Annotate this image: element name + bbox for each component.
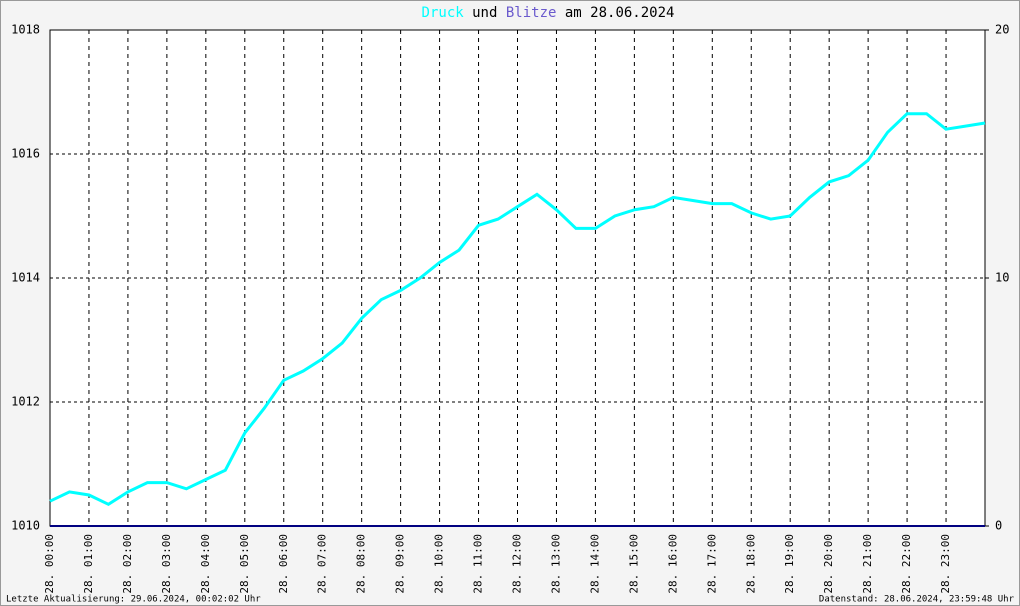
- x-tick-label: 28. 19:00: [783, 534, 796, 594]
- chart-title: Druck und Blitze am 28.06.2024: [422, 5, 675, 21]
- x-tick-label: 28. 08:00: [355, 534, 368, 594]
- x-tick-label: 28. 03:00: [160, 534, 173, 594]
- x-tick-label: 28. 10:00: [433, 534, 446, 594]
- x-tick-label: 28. 18:00: [744, 534, 757, 594]
- x-tick-label: 28. 01:00: [82, 534, 95, 594]
- title-blitze: Blitze: [506, 5, 557, 21]
- y2-tick-label: 20: [995, 23, 1009, 37]
- y-tick-label: 1012: [11, 395, 40, 409]
- x-tick-label: 28. 16:00: [666, 534, 679, 594]
- x-tick-label: 28. 15:00: [627, 534, 640, 594]
- footer-left: Letzte Aktualisierung: 29.06.2024, 00:02…: [6, 595, 261, 605]
- x-tick-label: 28. 22:00: [900, 534, 913, 594]
- x-tick-label: 28. 05:00: [238, 534, 251, 594]
- x-tick-label: 28. 23:00: [939, 534, 952, 594]
- y2-tick-label: 0: [995, 519, 1002, 533]
- x-tick-label: 28. 13:00: [549, 534, 562, 594]
- x-tick-label: 28. 14:00: [588, 534, 601, 594]
- title-druck: Druck: [422, 5, 465, 21]
- series-line: [49, 112, 986, 507]
- x-tick-label: 28. 02:00: [121, 534, 134, 594]
- x-tick-label: 28. 06:00: [277, 534, 290, 594]
- y-tick-label: 1018: [11, 23, 40, 37]
- y-tick-label: 1014: [11, 271, 40, 285]
- x-tick-label: 28. 12:00: [511, 534, 524, 594]
- x-tick-label: 28. 00:00: [43, 534, 56, 594]
- x-tick-label: 28. 20:00: [822, 534, 835, 594]
- x-tick-label: 28. 07:00: [316, 534, 329, 594]
- title-connector: und: [472, 5, 497, 21]
- x-tick-label: 28. 04:00: [199, 534, 212, 594]
- y-tick-label: 1010: [11, 519, 40, 533]
- title-suffix: am 28.06.2024: [565, 5, 675, 21]
- x-tick-label: 28. 21:00: [861, 534, 874, 594]
- footer-right: Datenstand: 28.06.2024, 23:59:48 Uhr: [819, 595, 1015, 605]
- y2-tick-label: 10: [995, 271, 1009, 285]
- x-tick-label: 28. 17:00: [705, 534, 718, 594]
- y-tick-label: 1016: [11, 147, 40, 161]
- x-tick-label: 28. 11:00: [472, 534, 485, 594]
- x-tick-label: 28. 09:00: [394, 534, 407, 594]
